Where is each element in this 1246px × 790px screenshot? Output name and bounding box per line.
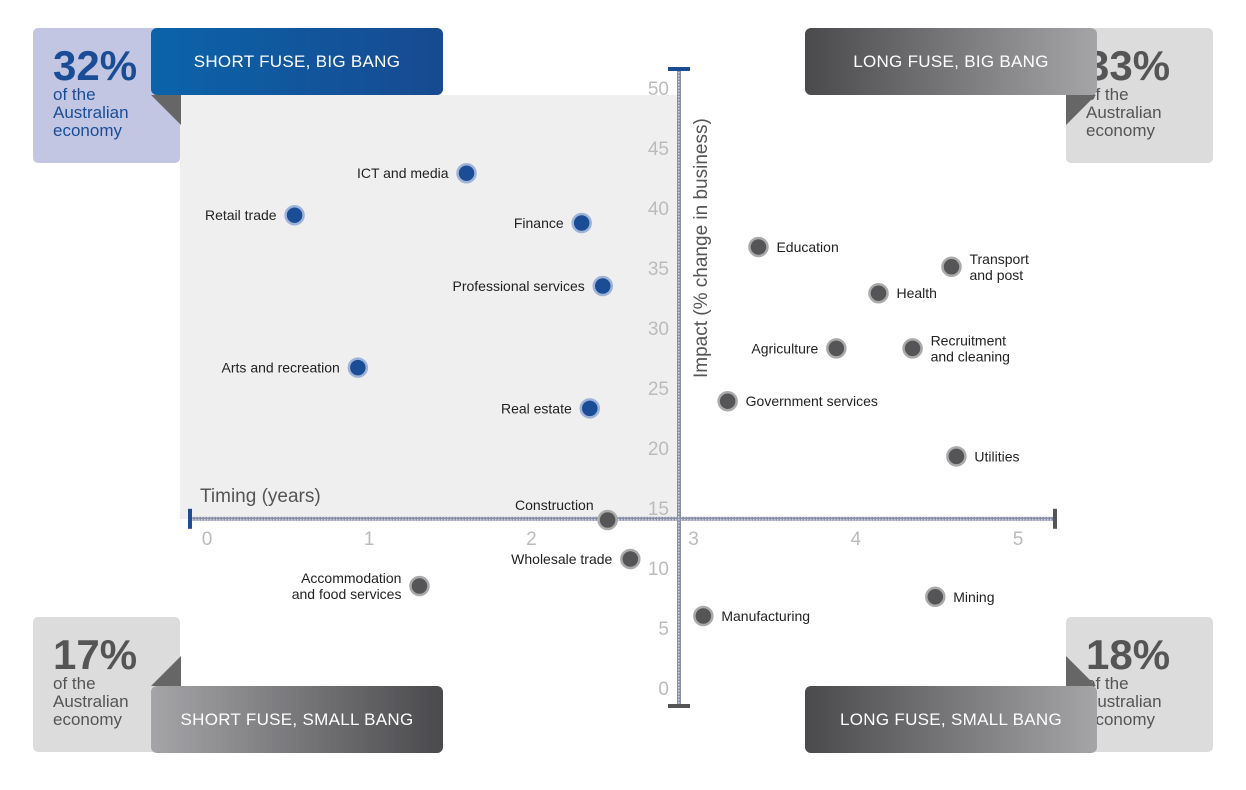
x-tick-label: 1 — [364, 529, 375, 550]
stat-sub: of the Australian economy — [53, 85, 129, 140]
data-label: Transport and post — [969, 251, 1029, 283]
fold — [1066, 656, 1096, 686]
data-label: Real estate — [501, 400, 572, 416]
x-tick-label: 5 — [1013, 529, 1024, 550]
fold — [151, 656, 181, 686]
x-tick-label: 0 — [202, 529, 213, 550]
data-point — [579, 398, 601, 419]
y-axis-bottom-cap — [668, 704, 691, 708]
data-label: ICT and media — [357, 165, 449, 181]
stat-sub: of the Australian economy — [1086, 674, 1162, 729]
y-tick-label: 50 — [648, 79, 669, 100]
data-label: Arts and recreation — [222, 360, 340, 376]
y-tick-label: 10 — [648, 559, 669, 580]
data-point — [284, 204, 305, 226]
y-tick-label: 25 — [648, 379, 669, 400]
x-tick-label: 3 — [688, 529, 699, 550]
stat-percent: 33% — [1086, 42, 1171, 89]
data-label: Retail trade — [205, 207, 277, 223]
data-label: Mining — [953, 589, 994, 605]
data-label: Agriculture — [751, 340, 818, 356]
y-tick-label: 5 — [658, 619, 669, 640]
x-tick-label: 2 — [526, 529, 537, 550]
y-tick-label: 30 — [648, 319, 669, 340]
banner-short-small: SHORT FUSE, SMALL BANG — [151, 686, 443, 753]
y-tick-label: 40 — [648, 199, 669, 220]
data-label: Wholesale trade — [511, 551, 612, 567]
data-label: Health — [897, 285, 937, 301]
stat-sub: of the Australian economy — [53, 674, 129, 729]
stat-percent: 17% — [53, 631, 138, 678]
stat-percent: 32% — [53, 42, 138, 89]
data-point — [902, 338, 923, 359]
y-tick-label: 20 — [648, 439, 669, 460]
fold — [1066, 95, 1096, 125]
data-label: Finance — [514, 215, 564, 231]
data-point — [597, 509, 618, 531]
data-point — [868, 282, 889, 304]
y-tick-label: 35 — [648, 259, 669, 280]
x-axis-line — [190, 516, 1055, 521]
y-tick-label: 0 — [658, 679, 669, 700]
fold — [151, 95, 181, 125]
data-point — [693, 605, 714, 627]
x-tick-label: 4 — [851, 529, 862, 550]
banner-long-small: LONG FUSE, SMALL BANG — [805, 686, 1097, 753]
y-axis-top-cap — [668, 67, 691, 71]
banner-short-big: SHORT FUSE, BIG BANG — [151, 28, 443, 95]
data-point — [941, 256, 962, 278]
data-label: Government services — [746, 393, 878, 409]
x-axis-end-cap — [1053, 508, 1057, 529]
y-tick-label: 15 — [648, 499, 669, 520]
x-axis-label: Timing (years) — [200, 486, 321, 507]
data-label: Professional services — [452, 278, 584, 294]
data-point — [456, 162, 477, 184]
data-point — [826, 338, 847, 359]
y-tick-label: 45 — [648, 139, 669, 160]
data-point — [925, 586, 946, 608]
stat-percent: 18% — [1086, 631, 1171, 678]
stat-sub: of the Australian economy — [1086, 85, 1162, 140]
data-label: Accommodation and food services — [292, 570, 402, 602]
banner-long-big: LONG FUSE, BIG BANG — [805, 28, 1097, 95]
data-point — [347, 357, 369, 378]
data-point — [717, 390, 738, 412]
data-point — [946, 446, 967, 467]
data-point — [571, 212, 592, 234]
short-big-panel — [180, 95, 679, 519]
data-label: Education — [776, 239, 838, 255]
data-point — [409, 575, 430, 597]
data-label: Construction — [515, 497, 594, 513]
data-label: Recruitment and cleaning — [931, 332, 1010, 364]
y-axis-line — [677, 68, 682, 706]
data-point — [748, 236, 769, 258]
data-label: Manufacturing — [721, 608, 810, 624]
y-axis-label: Impact (% change in business) — [691, 118, 712, 378]
x-axis-start-cap — [188, 508, 192, 529]
data-label: Utilities — [974, 448, 1019, 464]
data-point — [592, 275, 614, 297]
data-point — [620, 548, 641, 570]
